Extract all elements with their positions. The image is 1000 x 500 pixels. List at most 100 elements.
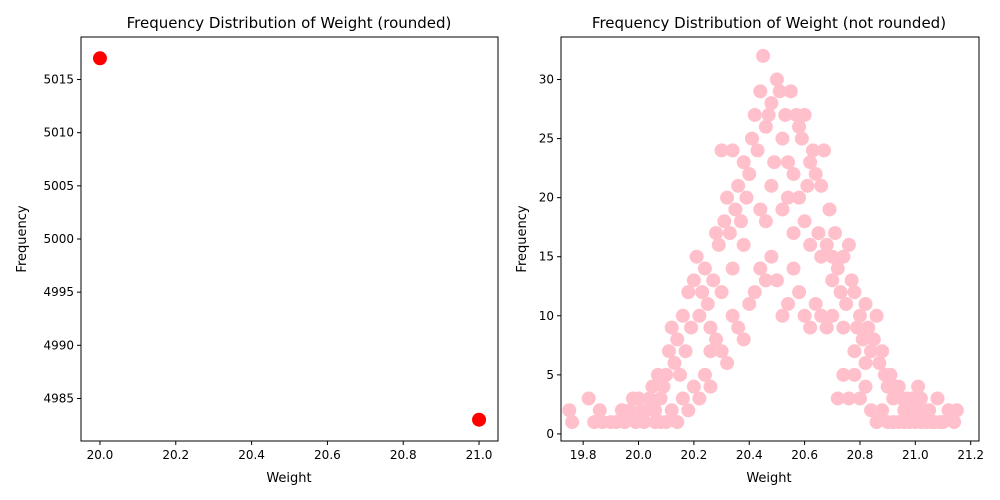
chart-not-rounded-point <box>764 249 779 264</box>
chart-rounded-y-ticks: 4985 4990 4995 5000 5005 5010 5015 <box>43 73 81 405</box>
chart-not-rounded-point <box>670 415 685 430</box>
chart-not-rounded-point <box>725 261 740 276</box>
chart-rounded-x-tick-label: 20.2 <box>162 448 189 462</box>
chart-not-rounded-point <box>805 143 820 158</box>
chart-not-rounded-point <box>936 415 951 430</box>
chart-not-rounded-point <box>742 296 757 311</box>
chart-not-rounded-point <box>675 308 690 323</box>
chart-not-rounded-point <box>739 190 754 205</box>
chart-not-rounded-point <box>797 107 812 122</box>
chart-not-rounded-point <box>919 415 934 430</box>
chart-rounded-plot-frame <box>80 36 499 442</box>
chart-not-rounded-point <box>736 237 751 252</box>
chart-not-rounded-point <box>675 391 690 406</box>
chart-not-rounded-x-tick-label: 21.0 <box>902 448 929 462</box>
chart-rounded-title: Frequency Distribution of Weight (rounde… <box>127 14 452 32</box>
chart-rounded-x-tick-label: 20.8 <box>390 448 417 462</box>
chart-not-rounded-point <box>717 214 732 229</box>
chart-rounded-x-tick-label: 20.4 <box>238 448 265 462</box>
chart-not-rounded-point <box>764 96 779 111</box>
chart-not-rounded-plot-frame <box>560 36 980 442</box>
chart-not-rounded-point <box>803 237 818 252</box>
chart-not-rounded-point <box>681 403 696 418</box>
chart-rounded-y-tick-label: 4995 <box>43 285 74 299</box>
chart-not-rounded-point <box>841 391 856 406</box>
chart-not-rounded-point <box>750 143 765 158</box>
chart-not-rounded-point <box>681 285 696 300</box>
chart-not-rounded-point <box>769 72 784 87</box>
chart-not-rounded-point <box>883 367 898 382</box>
chart-not-rounded-y-tick-label: 15 <box>539 250 554 264</box>
chart-not-rounded-point <box>792 285 807 300</box>
chart-not-rounded-point <box>736 155 751 170</box>
chart-not-rounded-point <box>858 379 873 394</box>
chart-not-rounded-point <box>661 344 676 359</box>
chart-not-rounded-point <box>825 273 840 288</box>
chart-not-rounded-point <box>891 379 906 394</box>
chart-not-rounded-point <box>836 249 851 264</box>
chart-not-rounded-point <box>731 320 746 335</box>
chart-not-rounded-point <box>819 320 834 335</box>
chart-not-rounded-point <box>728 202 743 217</box>
chart-not-rounded-point <box>648 403 663 418</box>
chart-not-rounded-point <box>753 84 768 99</box>
chart-not-rounded-point <box>623 403 638 418</box>
chart-not-rounded-point <box>733 214 748 229</box>
chart-not-rounded-point <box>825 249 840 264</box>
chart-rounded-y-label: Frequency <box>15 205 30 272</box>
chart-not-rounded-point <box>648 415 663 430</box>
chart-not-rounded-point <box>756 48 771 63</box>
chart-not-rounded-point <box>836 320 851 335</box>
chart-not-rounded-point <box>656 379 671 394</box>
chart-not-rounded-y-label: Frequency <box>515 205 530 272</box>
chart-not-rounded-point <box>673 367 688 382</box>
chart-not-rounded-point <box>711 237 726 252</box>
chart-not-rounded-point <box>706 273 721 288</box>
chart-not-rounded-point <box>758 214 773 229</box>
chart-not-rounded-point <box>758 119 773 134</box>
chart-not-rounded-point <box>780 190 795 205</box>
chart-not-rounded-point <box>581 391 596 406</box>
chart-not-rounded-point <box>778 107 793 122</box>
chart-not-rounded-point <box>949 403 964 418</box>
chart-not-rounded-point <box>709 332 724 347</box>
chart-not-rounded-point <box>808 296 823 311</box>
chart-not-rounded-point <box>841 237 856 252</box>
chart-not-rounded-point <box>753 261 768 276</box>
chart-not-rounded-point <box>592 403 607 418</box>
chart-not-rounded-point <box>844 273 859 288</box>
chart-not-rounded-point <box>689 249 704 264</box>
chart-not-rounded-y-tick-label: 5 <box>546 368 554 382</box>
chart-not-rounded-point <box>775 202 790 217</box>
chart-not-rounded-point <box>720 356 735 371</box>
chart-not-rounded-point <box>753 202 768 217</box>
chart-not-rounded-point <box>670 332 685 347</box>
chart-not-rounded-point <box>855 332 870 347</box>
chart-not-rounded-point <box>775 131 790 146</box>
chart-not-rounded-point <box>794 131 809 146</box>
chart-not-rounded-point <box>836 367 851 382</box>
chart-not-rounded-point <box>830 391 845 406</box>
chart-not-rounded-point <box>786 167 801 182</box>
chart-not-rounded-point <box>797 308 812 323</box>
chart-not-rounded-point <box>808 167 823 182</box>
chart-not-rounded-point <box>565 415 580 430</box>
chart-not-rounded-point <box>764 178 779 193</box>
chart-not-rounded-x-tick-label: 20.6 <box>791 448 818 462</box>
chart-not-rounded-point <box>714 143 729 158</box>
chart-not-rounded-y-tick-label: 25 <box>539 132 554 146</box>
chart-not-rounded-title: Frequency Distribution of Weight (not ro… <box>592 14 946 32</box>
chart-not-rounded-point <box>822 202 837 217</box>
chart-not-rounded-point <box>850 320 865 335</box>
chart-not-rounded-point <box>769 273 784 288</box>
chart-not-rounded-x-label: Weight <box>746 471 791 486</box>
chart-not-rounded-point <box>858 296 873 311</box>
chart-not-rounded-point <box>653 391 668 406</box>
chart-not-rounded-point <box>852 308 867 323</box>
chart-not-rounded-point <box>700 296 715 311</box>
chart-not-rounded-x-tick-label: 20.4 <box>736 448 763 462</box>
chart-not-rounded-point <box>637 415 652 430</box>
chart-not-rounded-point <box>869 415 884 430</box>
chart-rounded-x-tick-label: 21.0 <box>466 448 493 462</box>
